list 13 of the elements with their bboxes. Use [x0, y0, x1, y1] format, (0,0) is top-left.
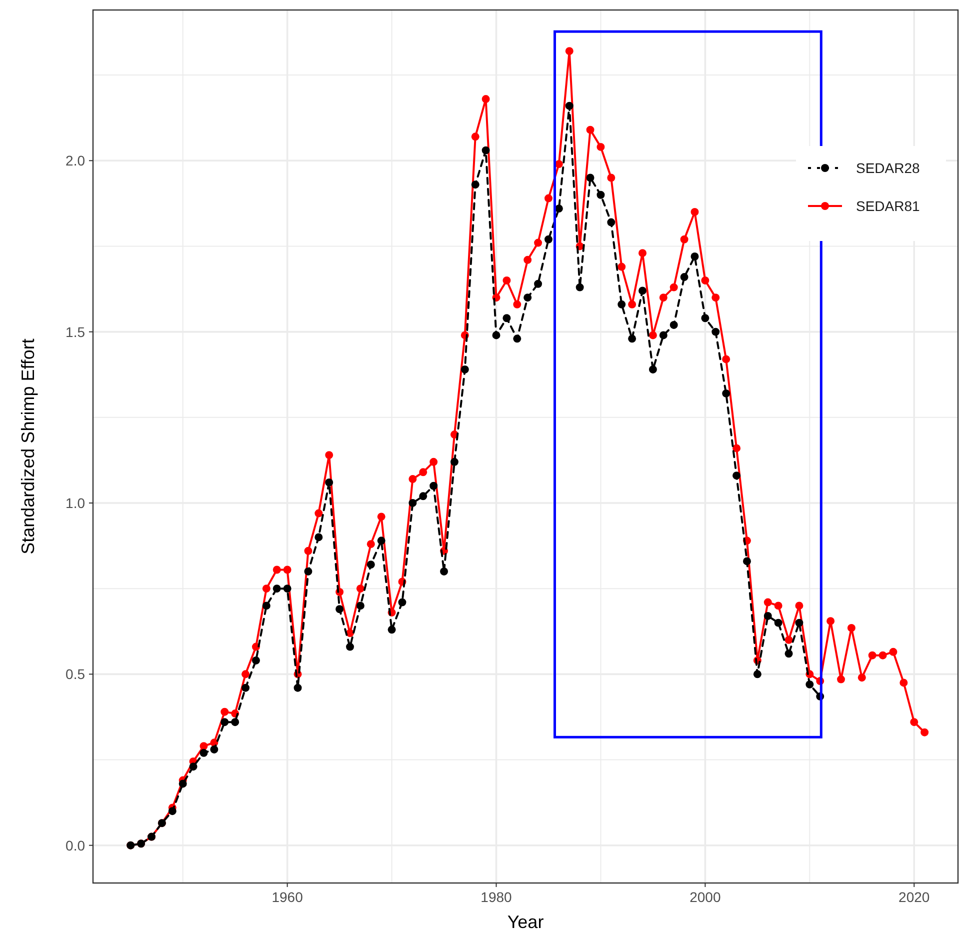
y-axis-title: Standardized Shrimp Effort: [18, 338, 38, 554]
legend-label: SEDAR28: [856, 160, 920, 176]
x-tick-label: 2000: [690, 889, 721, 905]
x-tick-label: 1960: [272, 889, 304, 905]
text: 0.0: [66, 837, 85, 854]
y-tick-label: 0.5: [66, 666, 86, 682]
y-tick-label: 1.5: [66, 324, 86, 340]
x-tick-label: 1980: [480, 889, 512, 905]
y-tick-label: 2.0: [66, 152, 86, 169]
x-tick-label: 2020: [898, 889, 930, 905]
x-axis-title: Year: [507, 912, 544, 932]
y-tick-label: 1.0: [66, 494, 86, 511]
legend-label: SEDAR81: [856, 198, 920, 214]
